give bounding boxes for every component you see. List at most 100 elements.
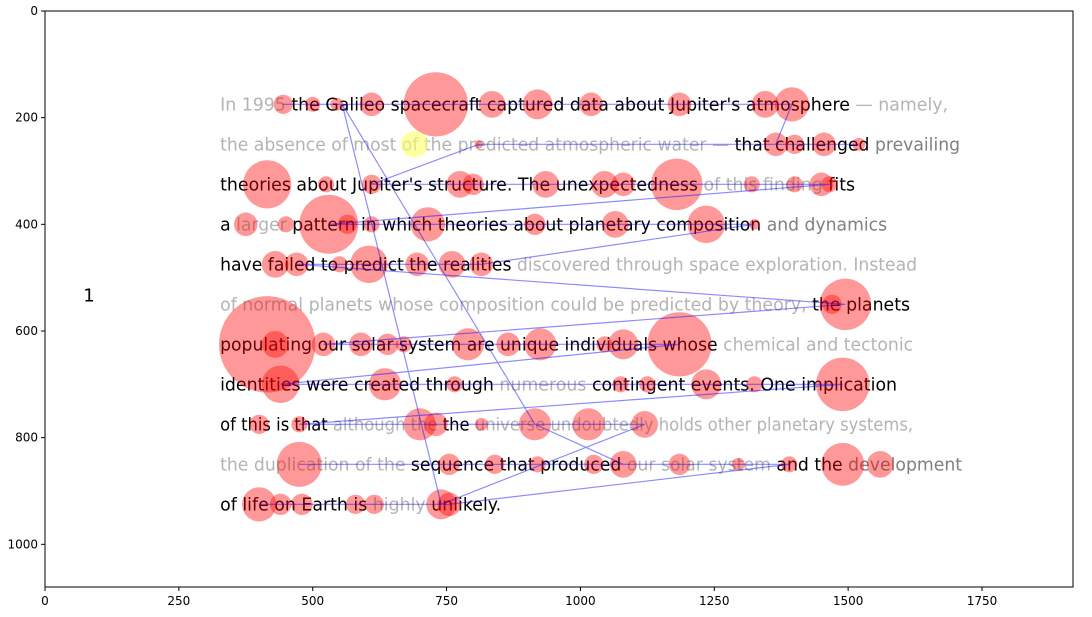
fixation-point xyxy=(687,205,725,244)
stimulus-text: In 1995 the Galileo spacecraft captured … xyxy=(220,94,962,515)
scanpath-layer xyxy=(259,103,859,506)
stimulus-word-run: the duplication of the xyxy=(220,454,411,475)
stimulus-word-run: the xyxy=(443,414,470,435)
stimulus-word-run: of normal planets whose composition coul… xyxy=(220,294,812,315)
fixation-point xyxy=(299,194,359,254)
stimulus-word-run: chemical and tectonic xyxy=(718,334,913,355)
y-tick-label: 400 xyxy=(15,217,38,231)
fixation-point xyxy=(821,442,865,486)
stimulus-label: 1 xyxy=(83,286,94,307)
stimulus-line-9: of this is that although the the univers… xyxy=(220,414,913,435)
stimulus-line-1: In 1995 the Galileo spacecraft captured … xyxy=(220,94,948,115)
fixation-point xyxy=(349,332,373,357)
fixation-point xyxy=(261,250,289,278)
fixation-point xyxy=(764,132,788,157)
fixation-point xyxy=(612,376,629,393)
fixation-point xyxy=(774,87,810,122)
stimulus-word-run: have failed to predict the realities xyxy=(220,254,511,275)
fixation-point xyxy=(572,408,605,441)
stimulus-word-run: identities were created through xyxy=(220,374,499,395)
fixation-point xyxy=(474,417,488,431)
plot-frame xyxy=(44,10,1074,588)
fixation-point xyxy=(261,365,300,404)
fixation-point xyxy=(446,170,474,198)
fixation-point xyxy=(584,454,604,474)
scanpath-line xyxy=(259,103,859,506)
fixation-point xyxy=(691,369,722,400)
fixation-point xyxy=(451,328,485,361)
fixation-point xyxy=(403,72,468,137)
fixation-point xyxy=(667,92,692,117)
stimulus-word-run: that challenged xyxy=(735,134,870,155)
fixation-point xyxy=(345,494,366,514)
fixation-point xyxy=(330,97,344,111)
fixation-point xyxy=(609,450,637,478)
fixation-point xyxy=(219,296,316,393)
fixation-point xyxy=(376,333,399,356)
stimulus-word-run: of this finding xyxy=(698,174,828,195)
stimulus-word-run: universe undoubtedly holds other planeta… xyxy=(470,414,913,435)
stimulus-word-run: discovered through space exploration. In… xyxy=(511,254,917,275)
stimulus-word-run: contingent events. One implication xyxy=(586,374,897,395)
fixation-point xyxy=(438,250,466,278)
stimulus-word-run: the Galileo spacecraft captured data abo… xyxy=(291,94,850,115)
stimulus-word-run: our solar system xyxy=(621,454,776,475)
fixation-point xyxy=(405,252,429,277)
fixation-point xyxy=(261,330,289,358)
fixation-point xyxy=(361,174,382,194)
fixation-point xyxy=(249,414,269,434)
fixation-point xyxy=(305,96,321,112)
fixation-point xyxy=(596,336,613,353)
stimulus-word-run: pattern in which theories about planetar… xyxy=(292,214,761,235)
fixation-point xyxy=(478,90,506,118)
fixation-point xyxy=(474,140,483,149)
stimulus-word-run: theories about Jupiter's structure. The … xyxy=(220,174,698,195)
stimulus-word-run: development xyxy=(848,454,962,475)
fixation-point xyxy=(743,176,760,193)
fixation-point xyxy=(866,450,894,478)
fixation-point xyxy=(651,158,703,211)
highlight-fixation xyxy=(401,130,428,158)
fixation-point xyxy=(749,218,760,230)
stimulus-word-run: highly xyxy=(367,494,431,515)
stimulus-line-3: theories about Jupiter's structure. The … xyxy=(220,174,855,195)
fixation-point xyxy=(781,456,798,473)
stimulus-line-5: have failed to predict the realities dis… xyxy=(220,254,917,275)
stimulus-word-run: and dynamics xyxy=(761,214,887,235)
fixation-point xyxy=(579,92,603,117)
fixation-point xyxy=(410,207,445,242)
fixation-point xyxy=(485,454,505,474)
plot-area xyxy=(45,11,1073,587)
fixation-point xyxy=(276,441,322,487)
stimulus-word-run: the planets xyxy=(812,294,910,315)
stimulus-line-2: the absence of most of the predicted atm… xyxy=(220,134,960,155)
fixation-point xyxy=(234,212,258,237)
fixation-point xyxy=(318,176,335,193)
fixation-point xyxy=(446,376,463,393)
y-tick-label: 1000 xyxy=(7,537,38,551)
fixation-point xyxy=(291,493,313,516)
fixation-point xyxy=(395,336,412,353)
x-tick-label: 500 xyxy=(301,594,324,608)
fixation-point xyxy=(243,160,292,209)
stimulus-label-layer: 1 xyxy=(83,286,94,307)
stimulus-word-run: — namely, xyxy=(850,94,948,115)
stimulus-word-run: numerous xyxy=(499,374,586,395)
stimulus-word-run: and the xyxy=(776,454,848,475)
stimulus-word-run: a xyxy=(220,214,236,235)
fixation-point xyxy=(242,487,277,522)
stimulus-word-run: sequence that produced xyxy=(411,454,621,475)
stimulus-word-run: larger xyxy=(236,214,292,235)
fixation-point xyxy=(784,134,805,154)
x-tick-label: 1000 xyxy=(565,594,596,608)
stimulus-word-run: prevailing xyxy=(869,134,960,155)
stimulus-word-run: the absence of most of the predicted atm… xyxy=(220,134,735,155)
fixation-point xyxy=(311,332,336,357)
y-tick-label: 800 xyxy=(15,431,38,445)
fixation-point xyxy=(437,492,462,517)
fixation-point xyxy=(816,357,870,412)
fixation-point xyxy=(403,408,436,441)
fixation-point xyxy=(364,494,384,514)
stimulus-word-run: of this is that xyxy=(220,414,333,435)
